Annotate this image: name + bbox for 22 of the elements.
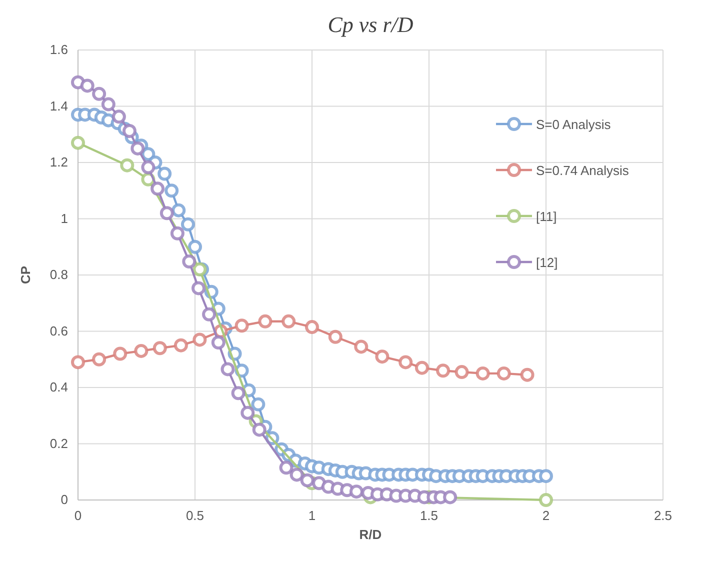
y-tick-label: 1.2 bbox=[50, 154, 68, 170]
chart-title: Cp vs r/D bbox=[328, 12, 414, 37]
y-tick-label: 1.6 bbox=[50, 42, 68, 57]
legend-label: [11] bbox=[536, 209, 557, 224]
x-tick-label: 1 bbox=[308, 508, 316, 523]
legend-label: [12] bbox=[536, 255, 558, 270]
y-tick-label: 0.6 bbox=[50, 323, 68, 338]
y-tick-label: 0.8 bbox=[50, 267, 68, 282]
x-tick-label: 2.5 bbox=[654, 508, 672, 523]
y-tick-label: 0.4 bbox=[50, 380, 68, 394]
x-axis-title: R/D bbox=[359, 527, 382, 542]
x-tick-label: 0 bbox=[74, 508, 82, 523]
y-axis-title: CP bbox=[18, 266, 33, 284]
legend-label: S=0 Analysis bbox=[536, 117, 612, 132]
x-tick-label: 2 bbox=[542, 508, 550, 523]
y-tick-label: 0.2 bbox=[50, 436, 68, 451]
y-tick-label: 1.4 bbox=[50, 98, 68, 114]
legend-label: S=0.74 Analysis bbox=[536, 163, 630, 178]
x-tick-label: 1.5 bbox=[420, 508, 438, 523]
y-tick-label: 0 bbox=[60, 492, 68, 507]
y-tick-label: 1 bbox=[60, 210, 68, 226]
x-tick-label: 0.5 bbox=[186, 508, 204, 523]
